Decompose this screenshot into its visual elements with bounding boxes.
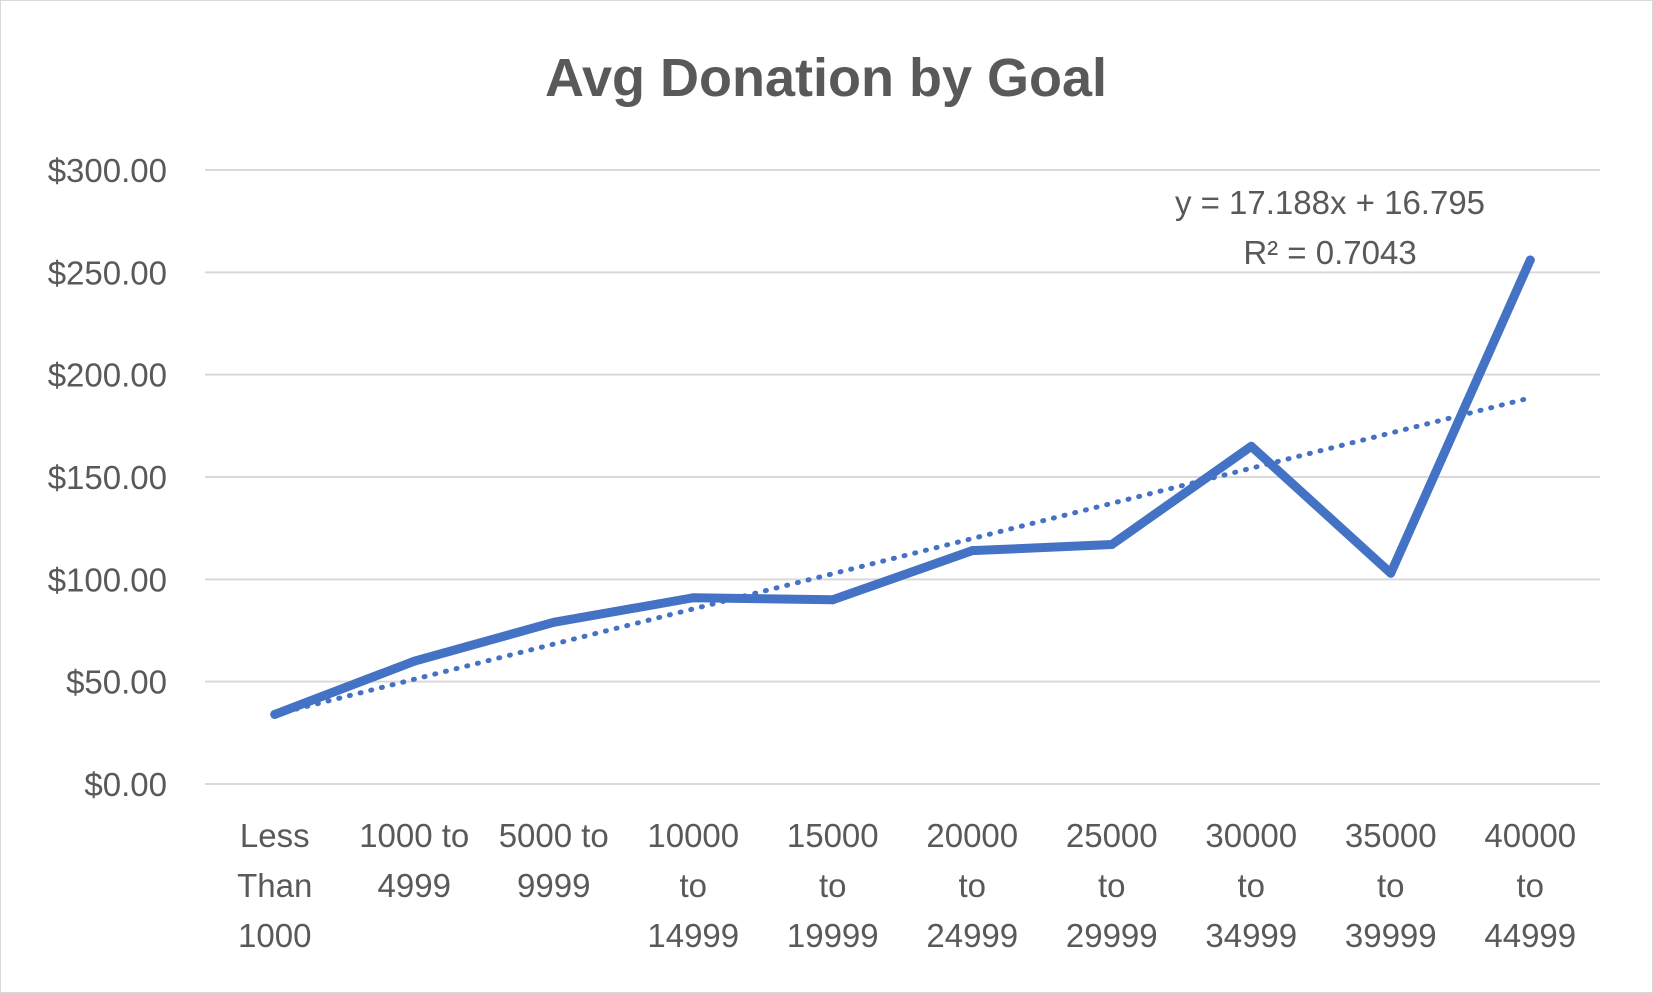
- y-tick-label: $200.00: [48, 357, 167, 394]
- y-tick-label: $300.00: [48, 152, 167, 189]
- series-layer: [270, 255, 1535, 719]
- data-point: [409, 656, 419, 666]
- x-tick-label: 40000 to 44999: [1484, 817, 1576, 954]
- data-point: [828, 595, 838, 605]
- x-tick-label-line: 15000: [787, 817, 879, 854]
- x-tick-label-line: 25000: [1066, 817, 1158, 854]
- trendline-annotation: y = 17.188x + 16.795 R² = 0.7043: [1175, 184, 1485, 271]
- x-tick-label-line: 1000 to: [359, 817, 469, 854]
- trendline-r-squared: R² = 0.7043: [1243, 234, 1416, 271]
- data-point: [967, 546, 977, 556]
- x-tick-label-line: 4999: [378, 867, 451, 904]
- series-line: [270, 255, 1535, 719]
- trendline: [272, 395, 1533, 717]
- x-tick-label: 5000 to 9999: [499, 817, 609, 904]
- x-tick-label-line: 39999: [1345, 917, 1437, 954]
- x-tick-label-line: 20000: [926, 817, 1018, 854]
- data-point: [549, 617, 559, 627]
- y-axis-tick-labels: $0.00 $50.00 $100.00 $150.00 $200.00 $250.00 $…: [48, 152, 167, 803]
- x-tick-label-line: 35000: [1345, 817, 1437, 854]
- x-tick-label-line: to: [1377, 867, 1405, 904]
- chart-title: Avg Donation by Goal: [545, 48, 1107, 108]
- data-point: [1107, 540, 1117, 550]
- x-tick-label: Less Than 1000: [237, 817, 312, 954]
- x-tick-label-line: 10000: [647, 817, 739, 854]
- x-tick-label: 15000 to 19999: [787, 817, 879, 954]
- x-tick-label-line: 5000 to: [499, 817, 609, 854]
- x-tick-label-line: to: [819, 867, 847, 904]
- y-tick-label: $150.00: [48, 459, 167, 496]
- y-tick-label: $50.00: [66, 664, 167, 701]
- trendline-layer: [272, 395, 1533, 717]
- x-tick-label-line: 44999: [1484, 917, 1576, 954]
- x-tick-label-line: to: [679, 867, 707, 904]
- x-tick-label-line: 14999: [647, 917, 739, 954]
- x-tick-label-line: 40000: [1484, 817, 1576, 854]
- x-tick-label: 1000 to 4999: [359, 817, 469, 904]
- x-tick-label-line: 30000: [1205, 817, 1297, 854]
- x-tick-label-line: 1000: [238, 917, 311, 954]
- x-tick-label-line: to: [1098, 867, 1126, 904]
- gridlines: [205, 169, 1600, 785]
- y-tick-label: $250.00: [48, 254, 167, 291]
- x-tick-label: 20000 to 24999: [926, 817, 1018, 954]
- x-tick-label-line: 34999: [1205, 917, 1297, 954]
- data-point: [1246, 441, 1256, 451]
- x-tick-label-line: Less: [240, 817, 310, 854]
- data-point: [1386, 568, 1396, 578]
- y-tick-label: $0.00: [84, 766, 167, 803]
- x-tick-label: 25000 to 29999: [1066, 817, 1158, 954]
- x-tick-label: 10000 to 14999: [647, 817, 739, 954]
- y-tick-label: $100.00: [48, 561, 167, 598]
- data-point: [1525, 255, 1535, 265]
- x-tick-label-line: 24999: [926, 917, 1018, 954]
- x-tick-label-line: Than: [237, 867, 312, 904]
- data-point: [270, 709, 280, 719]
- x-tick-label-line: 9999: [517, 867, 590, 904]
- x-tick-label-line: to: [1516, 867, 1544, 904]
- x-tick-label-line: 29999: [1066, 917, 1158, 954]
- x-axis-tick-labels: Less Than 1000 1000 to 4999 5000 to 9999 10000 t…: [237, 817, 1576, 954]
- x-tick-label-line: to: [958, 867, 986, 904]
- x-tick-label: 35000 to 39999: [1345, 817, 1437, 954]
- x-tick-label-line: 19999: [787, 917, 879, 954]
- trendline-equation: y = 17.188x + 16.795: [1175, 184, 1485, 221]
- data-point: [688, 593, 698, 603]
- x-tick-label-line: to: [1237, 867, 1265, 904]
- x-tick-label: 30000 to 34999: [1205, 817, 1297, 954]
